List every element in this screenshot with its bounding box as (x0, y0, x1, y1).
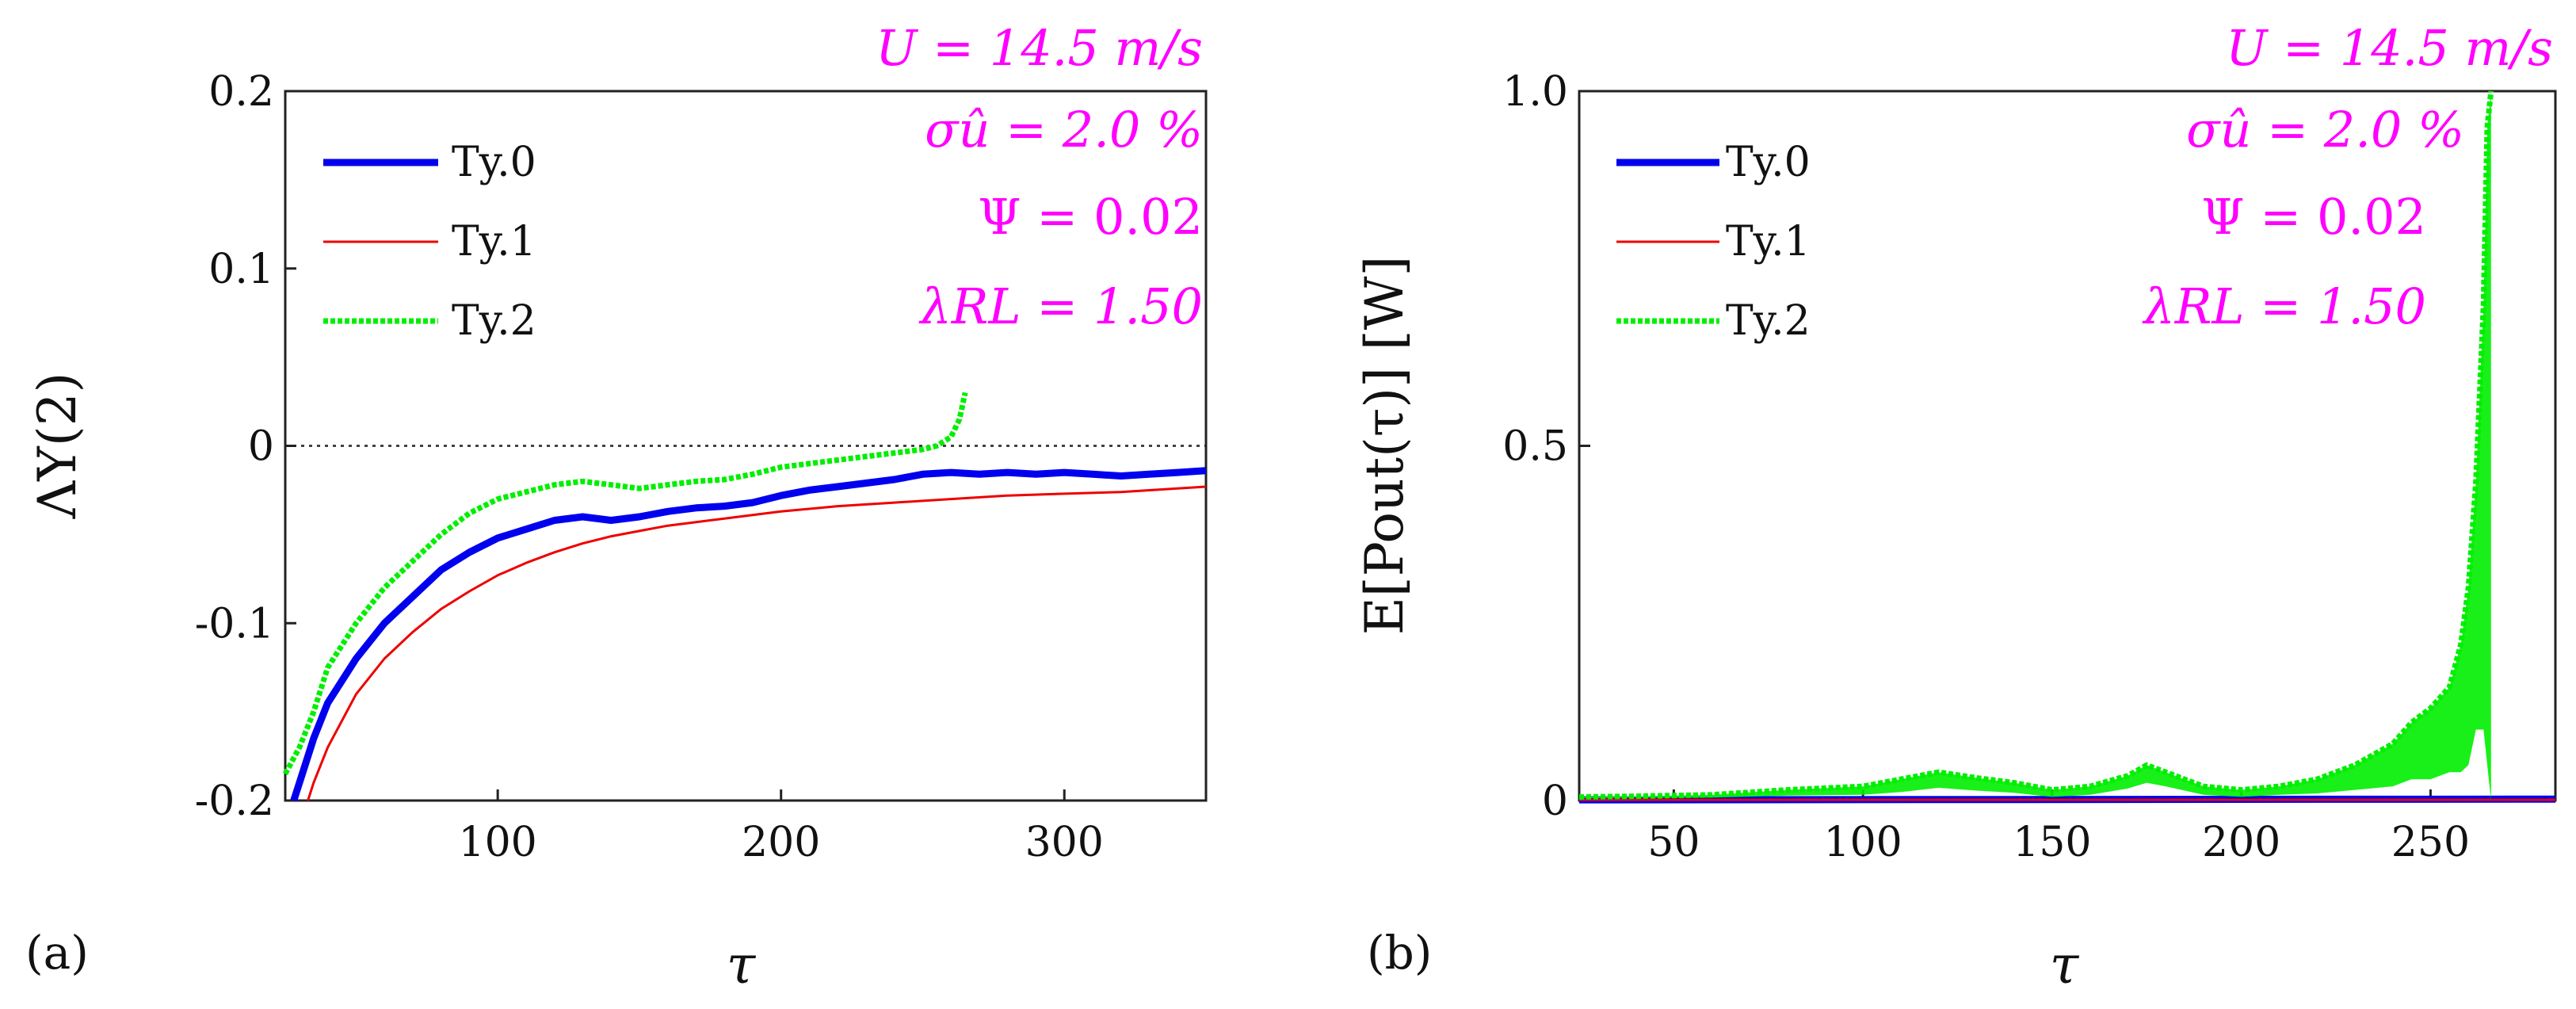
b-panel-label: (b) (1367, 926, 1432, 980)
panel-a: 100 200 300 -0.2 -0.1 0 0.1 0.2 (a) τ ΛΥ(2) Ty.… (25, 19, 1208, 996)
a-annot-lambda: λRL = 1.50 (918, 277, 1203, 335)
a-series (282, 392, 1207, 802)
a-xtick-label: 100 (459, 819, 537, 866)
a-legend-ty1: Ty.1 (452, 218, 536, 266)
b-annotations: U = 14.5 m/s σû = 2.0 % Ψ = 0.02 λRL = 1… (2141, 19, 2553, 335)
a-legend: Ty.0 Ty.1 Ty.2 (323, 139, 536, 345)
a-ytick-label: -0.1 (195, 600, 274, 648)
a-series-Ty1 (307, 485, 1207, 801)
b-annot-sigma: σû = 2.0 % (2186, 101, 2464, 159)
a-ytick-label: 0.2 (208, 68, 274, 116)
b-xtick-label: 100 (1824, 819, 1902, 866)
b-series-Ty2 (1578, 90, 2494, 800)
a-panel-label: (a) (25, 926, 89, 980)
b-legend: Ty.0 Ty.1 Ty.2 (1616, 139, 1811, 345)
b-annot-psi: Ψ = 0.02 (2201, 188, 2426, 246)
b-series (1578, 90, 2556, 804)
a-series-Ty0 (290, 467, 1207, 802)
b-xtick-label: 250 (2391, 819, 2470, 866)
b-annot-u: U = 14.5 m/s (2226, 19, 2553, 77)
a-series-Ty2 (282, 392, 968, 776)
b-axes: 50 100 150 200 250 0 0.5 1.0 (1502, 68, 2470, 866)
a-xtick-label: 300 (1025, 819, 1104, 866)
b-legend-ty1: Ty.1 (1726, 218, 1811, 266)
a-legend-ty2: Ty.2 (452, 297, 536, 345)
a-xlabel: τ (727, 934, 757, 996)
a-annot-u: U = 14.5 m/s (876, 19, 1203, 77)
a-xtick-label: 200 (742, 819, 820, 866)
b-annot-lambda: λRL = 1.50 (2141, 277, 2426, 335)
b-ytick-label: 1.0 (1502, 68, 1568, 116)
b-xlabel: τ (2050, 934, 2080, 996)
b-ytick-label: 0 (1542, 778, 1568, 825)
a-annotations: U = 14.5 m/s σû = 2.0 % Ψ = 0.02 λRL = 1… (876, 19, 1203, 335)
a-legend-ty0: Ty.0 (452, 139, 536, 186)
b-xtick-label: 150 (2013, 819, 2091, 866)
a-axes: 100 200 300 -0.2 -0.1 0 0.1 0.2 (195, 68, 1206, 866)
b-xtick-label: 200 (2202, 819, 2280, 866)
a-annot-sigma: σû = 2.0 % (925, 101, 1203, 159)
a-annot-psi: Ψ = 0.02 (978, 188, 1203, 246)
b-ytick-label: 0.5 (1502, 423, 1568, 471)
b-xtick-label: 50 (1647, 819, 1700, 866)
a-ytick-label: -0.2 (195, 778, 274, 825)
a-ylabel: ΛΥ(2) (27, 373, 88, 520)
a-ytick-label: 0.1 (208, 246, 274, 293)
panel-b: 50 100 150 200 250 0 0.5 1.0 (b) τ E[Pout(τ)] [… (1354, 19, 2557, 996)
b-ylabel: E[Pout(τ)] [W] (1354, 256, 1415, 636)
b-legend-ty2: Ty.2 (1726, 297, 1811, 345)
a-ytick-label: 0 (248, 423, 274, 471)
b-legend-ty0: Ty.0 (1726, 139, 1811, 186)
